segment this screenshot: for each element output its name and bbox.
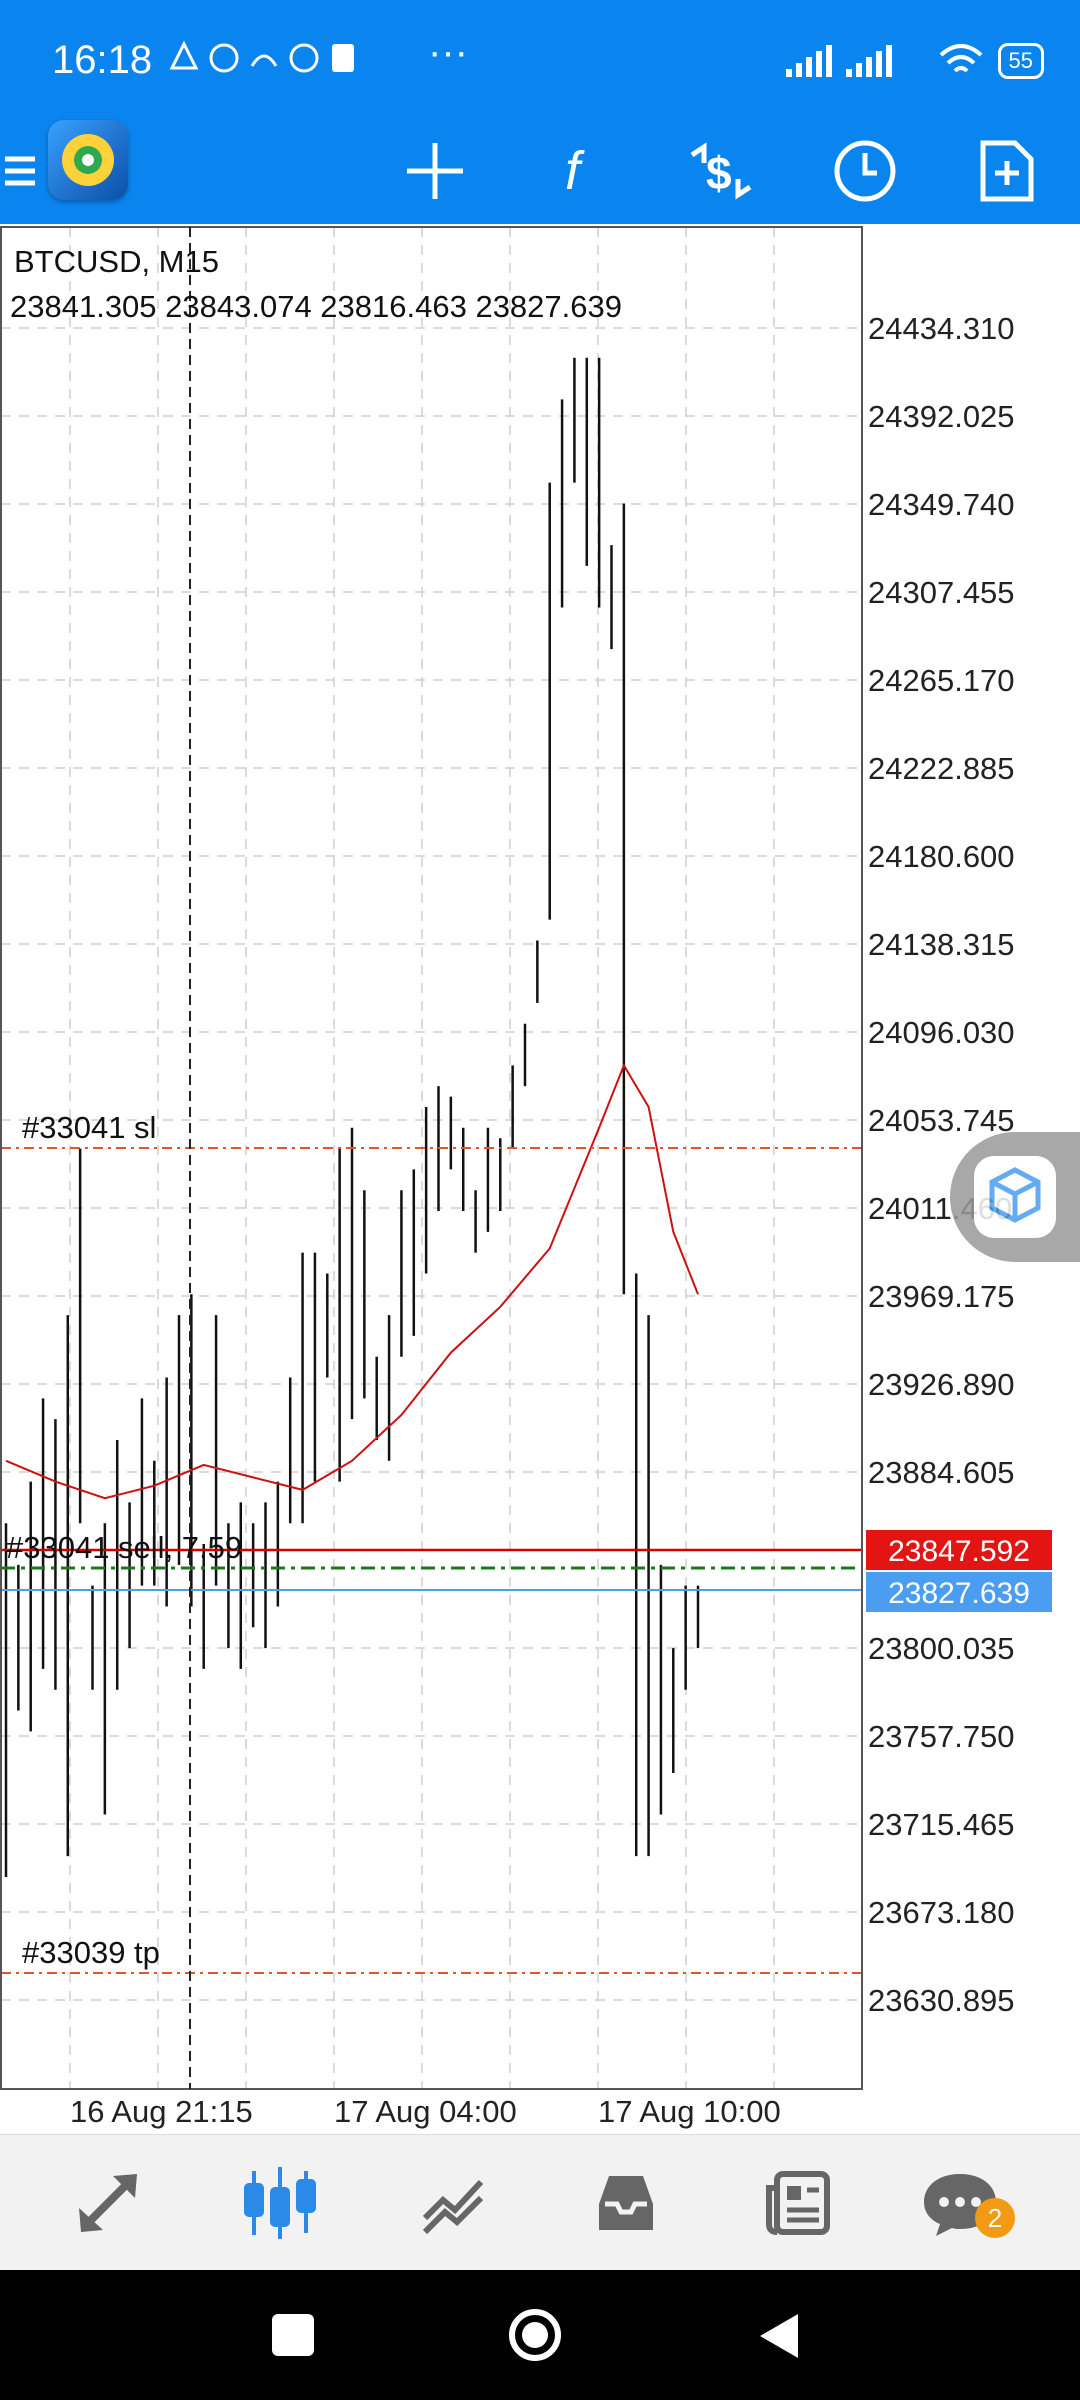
new-order-icon (980, 140, 1034, 202)
mute-icon (169, 40, 199, 70)
status-bar: 16:18 ··· (0, 0, 1080, 118)
indicators-button[interactable]: f (532, 118, 622, 224)
trade-icon: $ (690, 142, 752, 200)
menu-button[interactable] (0, 118, 60, 224)
price-tick-label: 24392.025 (868, 399, 1015, 434)
trade-icon (422, 2179, 484, 2235)
chart-area[interactable]: 24434.310 24392.025 24349.740 24307.455 2426… (0, 224, 1080, 2134)
call-icon (250, 54, 278, 67)
status-right: 55 (784, 36, 1044, 86)
battery-level: 55 (997, 43, 1044, 79)
pay-icon (332, 44, 354, 72)
floating-assistant-button[interactable] (950, 1132, 1080, 1262)
svg-text:f: f (565, 141, 585, 201)
history-icon (599, 2176, 653, 2230)
alarm-icon-2 (289, 43, 319, 73)
wifi-icon (939, 44, 982, 73)
price-tick-label: 24307.455 (868, 575, 1015, 610)
new-order-button[interactable] (962, 118, 1052, 224)
trade-button[interactable]: $ (676, 118, 766, 224)
price-tick-label: 23800.035 (868, 1631, 1015, 1666)
app-logo-icon (62, 134, 114, 186)
alarm-icon (209, 43, 239, 73)
price-tick-label: 23715.465 (868, 1807, 1015, 1842)
back-icon (760, 2314, 798, 2358)
chart-frame (0, 226, 863, 2090)
notification-icons (168, 38, 408, 87)
app-logo[interactable] (48, 120, 128, 200)
time-axis: 16 Aug 21:15 17 Aug 04:00 17 Aug 10:00 (70, 2094, 781, 2129)
home-icon (509, 2309, 561, 2361)
crosshair-icon (407, 143, 463, 199)
price-tick-label: 23673.180 (868, 1895, 1015, 1930)
tp-label: #33039 tp (22, 1935, 160, 1970)
time-tick-label: 17 Aug 04:00 (334, 2094, 517, 2129)
clock-icon (834, 140, 896, 202)
cube-icon (974, 1156, 1056, 1238)
signal-icon (785, 45, 892, 77)
svg-text:$: $ (706, 147, 732, 199)
recent-apps-button[interactable] (272, 2314, 314, 2356)
bid-price-tag (866, 1572, 1052, 1612)
menu-icon (5, 156, 35, 186)
back-button[interactable] (756, 2310, 802, 2362)
price-tick-label: 23926.890 (868, 1367, 1015, 1402)
price-axis: 24434.310 24392.025 24349.740 24307.455 2426… (868, 311, 1015, 2018)
status-time: 16:18 (52, 38, 153, 82)
order-label: #33041 sell, 7.59 (6, 1530, 242, 1565)
toolbar: f $ (0, 118, 1080, 224)
price-tick-label: 24138.315 (868, 927, 1015, 962)
time-tick-label: 16 Aug 21:15 (70, 2094, 253, 2129)
price-tick-label: 24265.170 (868, 663, 1015, 698)
price-chart[interactable]: 24434.310 24392.025 24349.740 24307.455 2426… (0, 224, 1080, 2134)
price-tick-label: 23757.750 (868, 1719, 1015, 1754)
timeframe-button[interactable] (820, 118, 910, 224)
time-tick-label: 17 Aug 10:00 (598, 2094, 781, 2129)
bid-price-text: 23827.639 (888, 1577, 1030, 1610)
bottom-navigation (0, 2134, 1080, 2271)
nav-quotes[interactable] (48, 2135, 168, 2271)
symbol-label: BTCUSD, M15 (14, 244, 219, 279)
home-button[interactable] (508, 2308, 562, 2362)
messages-badge: 2 (975, 2198, 1015, 2238)
nav-history[interactable] (566, 2135, 686, 2271)
price-tick-label: 23630.895 (868, 1983, 1015, 2018)
nav-news[interactable] (738, 2135, 858, 2271)
order-lines (1, 1147, 862, 1974)
ohlc-bars (4, 357, 700, 1877)
moving-average-line (5, 1063, 699, 1500)
news-icon (766, 2171, 830, 2235)
price-tick-label: 23884.605 (868, 1455, 1015, 1490)
system-navigation-bar (0, 2270, 1080, 2400)
price-tick-label: 24222.885 (868, 751, 1015, 786)
crosshair-button[interactable] (390, 118, 480, 224)
charts-icon (244, 2167, 316, 2239)
price-tick-label: 24096.030 (868, 1015, 1015, 1050)
sl-label: #33041 sl (22, 1110, 156, 1145)
chart-grid (1, 227, 862, 2089)
indicators-icon: f (565, 141, 585, 201)
price-tick-label: 24180.600 (868, 839, 1015, 874)
order-price-tag (866, 1530, 1052, 1570)
ohlc-label: 23841.305 23843.074 23816.463 23827.639 (10, 289, 622, 324)
price-tick-label: 24349.740 (868, 487, 1015, 522)
price-tick-label: 24434.310 (868, 311, 1015, 346)
quotes-icon (79, 2174, 137, 2232)
nav-trade[interactable] (394, 2135, 514, 2271)
more-status: ··· (428, 30, 468, 74)
order-price-text: 23847.592 (888, 1535, 1030, 1568)
price-tick-label: 23969.175 (868, 1279, 1015, 1314)
nav-charts[interactable] (220, 2135, 340, 2271)
price-tick-label: 24053.745 (868, 1103, 1015, 1138)
